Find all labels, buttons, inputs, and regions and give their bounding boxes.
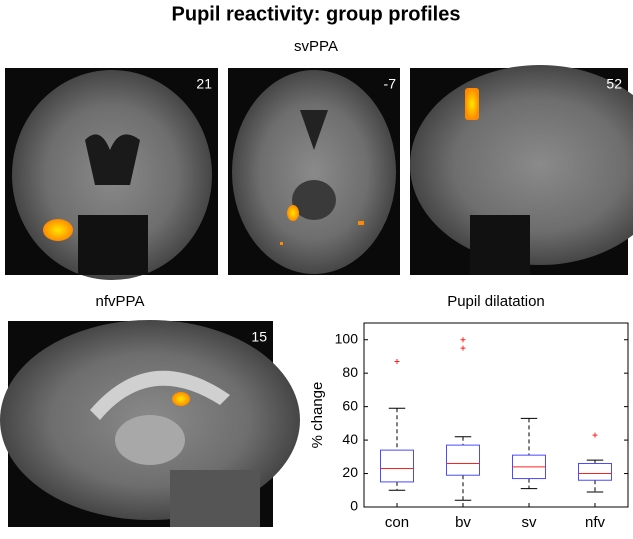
x-tick-label: con: [385, 514, 409, 531]
slice-number: -7: [384, 76, 397, 92]
brain-image: 21: [5, 68, 218, 280]
slice-number: 15: [251, 329, 267, 345]
plot-frame: [363, 322, 629, 508]
figure-title: Pupil reactivity: group profiles: [172, 3, 461, 25]
y-tick-label: 20: [342, 464, 358, 480]
y-tick-label: 60: [342, 397, 358, 413]
y-tick-label: 80: [342, 364, 358, 380]
x-tick-label: nfv: [585, 514, 606, 531]
y-tick-label: 0: [350, 498, 358, 514]
box: [380, 449, 414, 483]
box: [446, 444, 480, 476]
box: [578, 463, 612, 481]
panel-label: nfvPPA: [96, 293, 145, 310]
x-tick-label: sv: [522, 514, 538, 531]
chart-title: Pupil dilatation: [447, 293, 545, 310]
y-axis-label: % change: [309, 382, 326, 449]
outlier: [592, 432, 598, 438]
y-tick-label: 40: [342, 431, 358, 447]
outlier: [460, 345, 466, 351]
box-plot: Pupil dilatation % change 0 20 40 60 80 100 con b…: [309, 293, 629, 531]
brain-image: 15: [0, 320, 300, 527]
slice-number: 21: [196, 76, 212, 92]
brain-image: -7: [228, 68, 400, 275]
x-tick-label: bv: [455, 514, 471, 531]
slice-number: 52: [606, 76, 622, 92]
y-tick-label: 100: [335, 330, 359, 346]
outlier: [394, 358, 400, 364]
panel-label: svPPA: [294, 38, 338, 55]
brain-image: 52: [410, 65, 633, 275]
outlier: [460, 337, 466, 343]
